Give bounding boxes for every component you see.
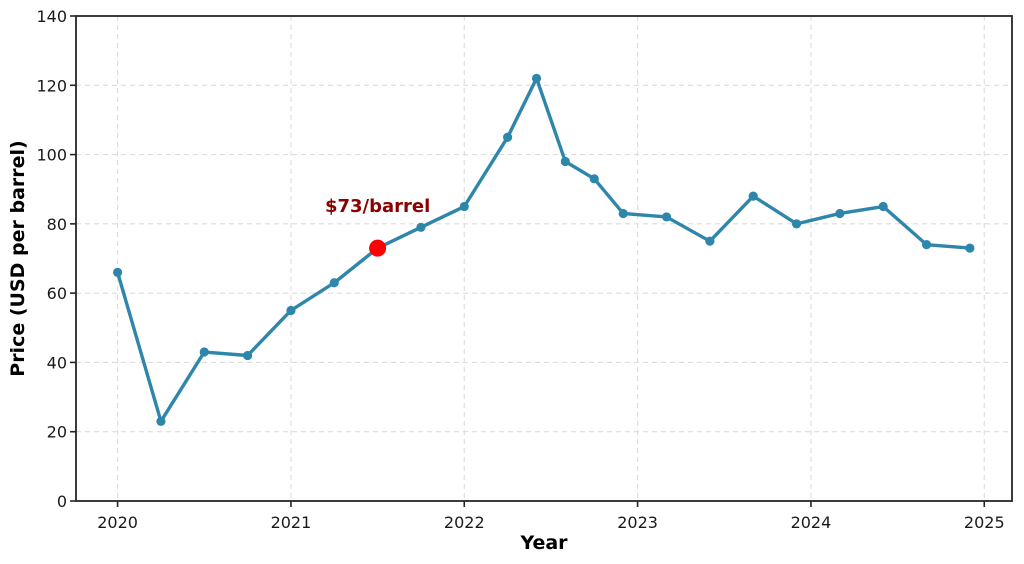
data-point-marker [921, 240, 932, 250]
x-tick-label: 2024 [791, 513, 832, 532]
data-point-marker [531, 73, 542, 83]
x-tick-label: 2023 [617, 513, 658, 532]
data-point-marker [156, 416, 166, 426]
data-point-marker [459, 201, 469, 212]
data-point-marker [243, 350, 253, 361]
x-tick-label: 2021 [271, 513, 312, 532]
data-point-marker [503, 132, 513, 142]
data-point-marker [748, 191, 758, 201]
data-point-marker [705, 236, 715, 246]
data-point-marker [560, 156, 570, 167]
y-tick-label: 0 [57, 492, 67, 511]
y-tick-label: 140 [36, 7, 67, 26]
y-tick-label: 100 [36, 146, 67, 165]
data-point-marker [113, 267, 123, 277]
x-tick-label: 2022 [444, 513, 485, 532]
plot-frame [75, 15, 1013, 502]
x-tick-label: 2025 [964, 513, 1005, 532]
y-tick-label: 80 [47, 215, 67, 234]
price-series [113, 73, 975, 426]
data-point-marker [661, 212, 672, 222]
gridlines [76, 15, 1012, 502]
x-axis-label: Year [519, 532, 568, 554]
y-axis-label: Price (USD per barrel) [7, 140, 29, 376]
y-tick-label: 120 [36, 76, 67, 95]
data-point-marker [618, 208, 628, 219]
y-tick-label: 20 [47, 423, 67, 442]
data-point-marker [878, 201, 888, 212]
data-point-marker [286, 305, 296, 316]
price-line [115, 76, 972, 424]
y-tick-label: 40 [47, 353, 67, 372]
y-tick-label: 60 [47, 284, 67, 303]
axis-ticks-and-labels: 2020 2021 2022 2023 2024 2025 0 20 40 60 80 100 120 1… [36, 7, 1004, 532]
data-point-marker [965, 243, 975, 253]
data-point-marker [329, 278, 339, 288]
highlight-point [369, 239, 387, 257]
data-point-marker [416, 222, 426, 232]
data-point-marker [199, 347, 209, 357]
data-point-marker [835, 208, 845, 219]
x-tick-label: 2020 [97, 513, 138, 532]
data-point-marker [589, 174, 599, 184]
data-point-marker [791, 219, 802, 229]
price-annotation-label: $73/barrel [325, 196, 430, 217]
